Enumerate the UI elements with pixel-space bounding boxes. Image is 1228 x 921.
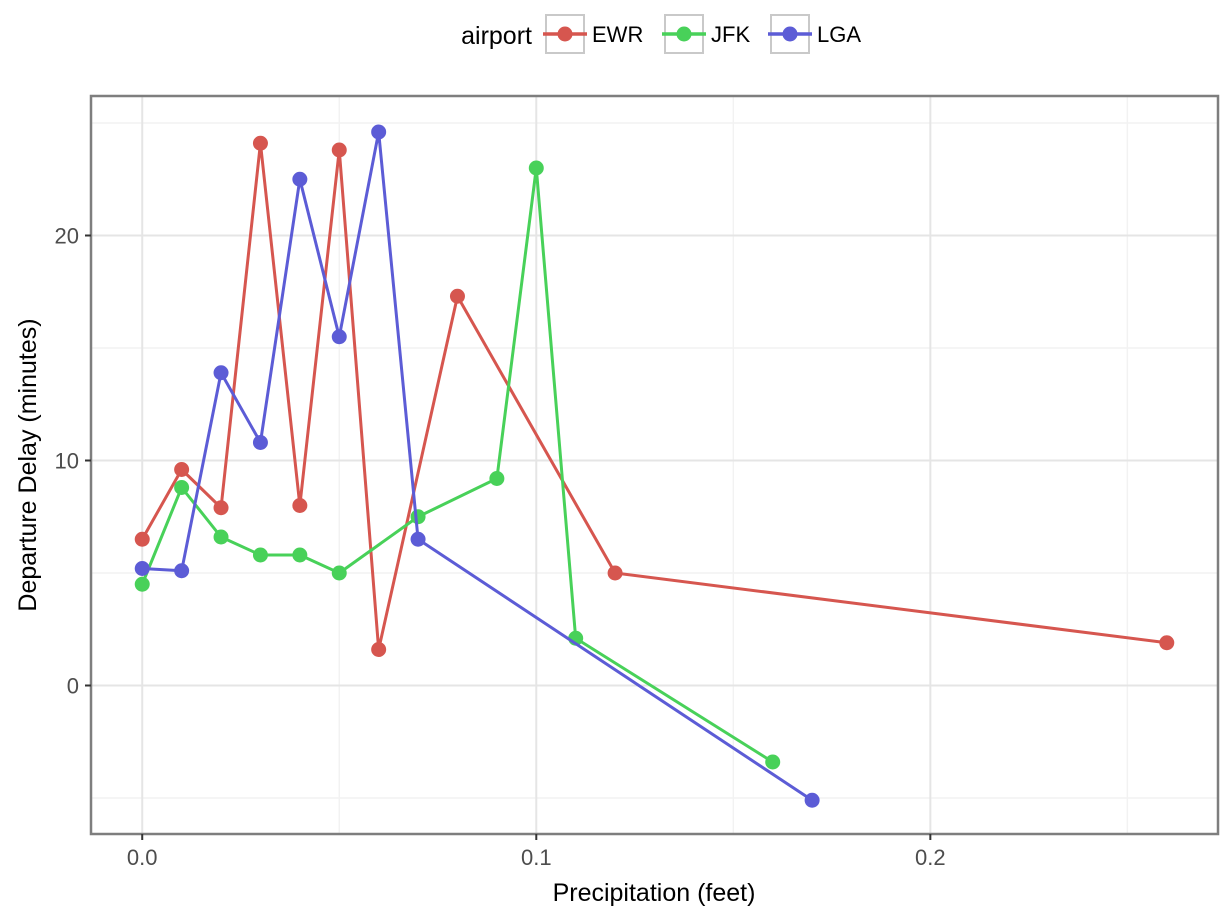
panel-border-rect [89,94,1220,836]
data-point-lga [134,561,150,576]
data-point-ewr [292,498,308,513]
x-tick-label: 0.1 [521,845,552,870]
data-point-ewr [252,135,268,151]
data-point-jfk [213,529,229,545]
data-point-lga [292,171,308,187]
data-point-lga [371,124,387,140]
data-point-lga [804,792,820,808]
data-point-jfk [252,547,268,563]
x-tick-label: 0.2 [915,845,946,870]
legend-item-lga: LGA [768,14,861,54]
data-point-jfk [489,471,505,486]
legend: airport EWR JFK LGA [461,14,861,54]
data-point-ewr [134,531,150,547]
grid-major [91,96,1218,834]
axis-layer: 0.0 0.1 0.2 0 10 20 [55,224,946,871]
x-axis-title: Precipitation (feet) [553,879,756,907]
legend-label-ewr: EWR [592,22,643,47]
legend-item-ewr: EWR [543,14,643,54]
data-point-jfk [292,547,308,563]
data-point-jfk [765,754,781,770]
legend-title: airport [461,22,532,50]
legend-key-dot [557,26,573,42]
data-point-ewr [331,142,347,158]
data-point-ewr [607,565,623,581]
data-point-jfk [134,576,150,592]
data-point-ewr [449,288,465,304]
series-line-ewr [140,141,1169,651]
data-point-lga [252,435,268,450]
legend-label-jfk: JFK [711,22,750,47]
legend-item-jfk: JFK [662,14,750,54]
legend-key-dot [676,26,692,42]
y-axis-title: Departure Delay (minutes) [14,318,42,611]
data-point-jfk [174,480,190,495]
data-point-ewr [1159,635,1175,651]
y-tick-label: 0 [67,674,79,699]
grid-minor [91,96,1218,834]
data-point-ewr [174,462,190,477]
y-tick-label: 10 [55,449,79,474]
legend-label-lga: LGA [817,22,861,47]
panel-background [91,96,1218,834]
panel-border [89,94,1220,836]
data-point-jfk [410,509,426,525]
data-point-jfk [331,565,347,581]
plot-panel [91,96,1218,834]
data-point-lga [174,563,190,579]
data-point-lga [410,531,426,547]
series-layer [134,124,1175,808]
y-tick-label: 20 [55,224,79,249]
data-point-lga [213,365,229,381]
x-tick-label: 0.0 [127,845,158,870]
data-point-ewr [371,642,387,657]
data-point-jfk [528,160,544,176]
data-point-ewr [213,500,229,516]
data-point-lga [331,329,347,345]
legend-key-dot [782,26,798,42]
